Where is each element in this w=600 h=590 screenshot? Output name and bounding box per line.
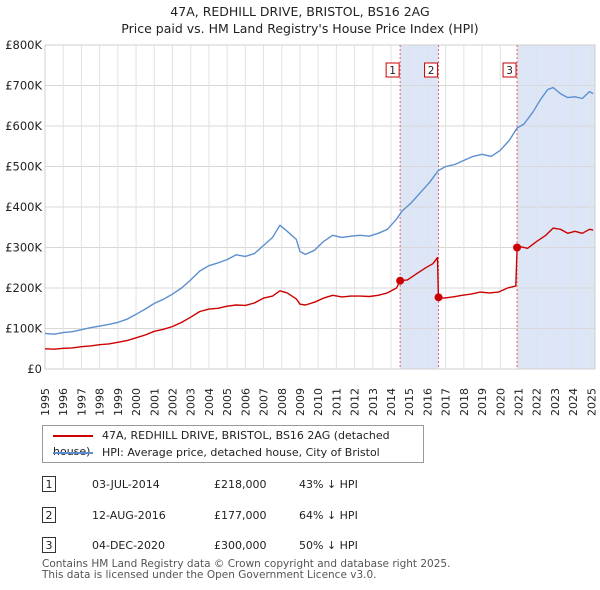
- x-tick-label: 2023: [549, 388, 562, 416]
- y-tick-label: £0: [27, 362, 42, 376]
- sale-marker-label: 1: [389, 65, 396, 77]
- y-tick-label: £600K: [5, 119, 42, 133]
- x-tick-label: 2014: [385, 388, 398, 416]
- transaction-price: £300,000: [214, 539, 267, 552]
- transaction-number-badge: 3: [42, 537, 56, 553]
- transaction-hpi-diff: 43% ↓ HPI: [299, 478, 358, 491]
- y-tick-label: £700K: [5, 79, 42, 93]
- x-tick-label: 2016: [421, 388, 434, 416]
- x-tick-label: 2009: [294, 388, 307, 416]
- x-tick-label: 2000: [130, 388, 143, 416]
- hpi-series-line: [44, 86, 594, 335]
- y-tick-label: £100K: [5, 322, 42, 336]
- sale-marker-label: 2: [428, 65, 435, 77]
- x-tick-label: 2021: [513, 388, 526, 416]
- x-tick-label: 1997: [75, 388, 88, 416]
- y-tick-label: £800K: [5, 38, 42, 52]
- transaction-hpi-diff: 64% ↓ HPI: [299, 509, 358, 522]
- legend-label-hpi: HPI: Average price, detached house, City…: [102, 446, 380, 459]
- transaction-hpi-diff: 50% ↓ HPI: [299, 539, 358, 552]
- chart-title: 47A, REDHILL DRIVE, BRISTOL, BS16 2AG Pr…: [0, 3, 600, 37]
- footer-line1: Contains HM Land Registry data © Crown c…: [42, 558, 451, 570]
- x-tick-label: 2011: [330, 388, 343, 416]
- transaction-number-badge: 1: [42, 476, 56, 492]
- legend-item-property: 47A, REDHILL DRIVE, BRISTOL, BS16 2AG (d…: [53, 428, 423, 458]
- x-tick-label: 1999: [112, 388, 125, 416]
- x-tick-label: 1998: [94, 388, 107, 416]
- x-tick-label: 2007: [258, 388, 271, 416]
- x-tick-label: 2022: [531, 388, 544, 416]
- x-tick-label: 2013: [367, 388, 380, 416]
- x-tick-label: 2019: [476, 388, 489, 416]
- x-tick-label: 1995: [39, 388, 52, 416]
- plot-border: [44, 44, 596, 370]
- legend-swatch-hpi: [53, 452, 93, 454]
- x-tick-label: 2002: [166, 388, 179, 416]
- transaction-price: £177,000: [214, 509, 267, 522]
- sale-point: [513, 243, 522, 252]
- x-tick-label: 2006: [239, 388, 252, 416]
- x-tick-label: 2005: [221, 388, 234, 416]
- x-tick-label: 2017: [440, 388, 453, 416]
- x-tick-label: 2012: [349, 388, 362, 416]
- y-tick-label: £300K: [5, 241, 42, 255]
- transaction-date: 04-DEC-2020: [92, 539, 166, 552]
- y-tick-label: £200K: [5, 281, 42, 295]
- x-tick-label: 2001: [148, 388, 161, 416]
- x-tick-label: 2004: [203, 388, 216, 416]
- property-series-line: [44, 227, 594, 350]
- transaction-number-badge: 2: [42, 507, 56, 523]
- x-tick-label: 2018: [458, 388, 471, 416]
- x-tick-label: 2003: [185, 388, 198, 416]
- footer-line2: This data is licensed under the Open Gov…: [42, 569, 377, 581]
- transaction-date: 12-AUG-2016: [92, 509, 166, 522]
- legend-label-property: 47A, REDHILL DRIVE, BRISTOL, BS16 2AG (d…: [53, 429, 390, 458]
- x-tick-label: 2024: [567, 388, 580, 416]
- chart-title-line1: 47A, REDHILL DRIVE, BRISTOL, BS16 2AG: [170, 4, 430, 19]
- x-tick-label: 2010: [312, 388, 325, 416]
- chart-legend: 47A, REDHILL DRIVE, BRISTOL, BS16 2AG (d…: [42, 425, 424, 463]
- legend-item-hpi: HPI: Average price, detached house, City…: [53, 445, 380, 461]
- x-tick-label: 2015: [403, 388, 416, 416]
- legend-swatch-property: [53, 435, 93, 437]
- y-tick-label: £500K: [5, 160, 42, 174]
- x-tick-label: 2020: [494, 388, 507, 416]
- sale-marker-label: 3: [506, 65, 513, 77]
- x-tick-label: 1996: [57, 388, 70, 416]
- sale-point: [396, 276, 405, 285]
- y-tick-label: £400K: [5, 200, 42, 214]
- x-tick-label: 2008: [276, 388, 289, 416]
- sale-point: [434, 293, 443, 302]
- sale-marker-box: [424, 62, 439, 78]
- transaction-date: 03-JUL-2014: [92, 478, 160, 491]
- chart-title-line2: Price paid vs. HM Land Registry's House …: [121, 21, 479, 36]
- transaction-price: £218,000: [214, 478, 267, 491]
- sale-marker-box: [385, 62, 400, 78]
- sale-marker-box: [502, 62, 517, 78]
- chart-plot: £0 £100K £200K £300K £400K £500K £600K £700K £80…: [5, 38, 598, 416]
- footer-attribution: Contains HM Land Registry data © Crown c…: [42, 559, 450, 581]
- x-tick-label: 2025: [585, 388, 598, 416]
